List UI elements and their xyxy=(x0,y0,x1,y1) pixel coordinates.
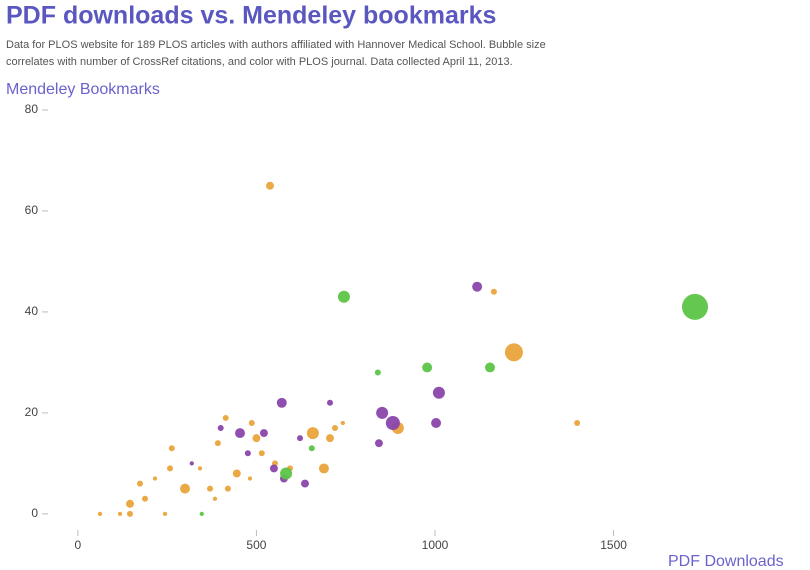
bubble xyxy=(385,415,400,431)
bubble xyxy=(297,435,303,442)
bubble xyxy=(472,281,483,292)
bubble xyxy=(301,479,309,488)
x-tick-label: 1500 xyxy=(600,538,627,552)
bubble xyxy=(504,343,523,362)
bubble xyxy=(224,485,231,492)
y-tick-label: 0 xyxy=(31,506,38,520)
bubble xyxy=(306,427,319,440)
bubble xyxy=(308,445,315,452)
x-tick-label: 500 xyxy=(246,538,266,552)
bubble xyxy=(376,406,389,419)
bubble xyxy=(337,290,350,303)
bubble xyxy=(485,362,495,373)
y-tick-label: 60 xyxy=(25,203,39,217)
bubble xyxy=(212,496,218,501)
bubble xyxy=(207,485,213,492)
bubble xyxy=(97,511,103,516)
bubble xyxy=(326,434,334,443)
bubble xyxy=(214,440,221,447)
bubble xyxy=(126,499,134,508)
bubble xyxy=(682,293,708,320)
bubble xyxy=(318,463,329,474)
bubble xyxy=(422,362,433,373)
bubble xyxy=(180,483,190,494)
bubble xyxy=(574,419,581,426)
bubble xyxy=(490,288,497,295)
bubble xyxy=(235,428,245,439)
bubble xyxy=(222,414,229,421)
bubble xyxy=(167,465,173,472)
chart-title: PDF downloads vs. Mendeley bookmarks xyxy=(6,2,496,30)
bubble xyxy=(340,420,345,426)
y-tick-label: 40 xyxy=(25,304,39,318)
y-tick-label: 20 xyxy=(25,405,39,419)
bubble xyxy=(142,495,148,502)
bubble xyxy=(432,386,445,399)
bubble xyxy=(232,469,241,478)
bubble xyxy=(327,399,333,406)
bubble xyxy=(247,476,253,481)
x-tick-label: 1000 xyxy=(422,538,449,552)
bubble xyxy=(431,418,442,428)
bubble xyxy=(280,467,293,480)
bubble xyxy=(252,434,261,443)
x-tick-label: 0 xyxy=(75,538,82,552)
y-axis-label: Mendeley Bookmarks xyxy=(6,81,160,98)
bubble xyxy=(162,511,168,516)
x-axis-label: PDF Downloads xyxy=(668,553,784,570)
bubble xyxy=(197,466,203,471)
subtitle: correlates with number of CrossRef citat… xyxy=(6,56,513,68)
bubble xyxy=(248,419,255,426)
bubble xyxy=(276,397,287,408)
bubble xyxy=(259,429,268,438)
bubble xyxy=(269,464,278,473)
bubble xyxy=(258,450,265,457)
bubble xyxy=(374,439,383,448)
bubble xyxy=(266,181,274,190)
bubble xyxy=(374,369,381,376)
bubble xyxy=(117,511,123,516)
bubble xyxy=(244,450,251,457)
bubble xyxy=(189,461,194,466)
bubble xyxy=(217,425,224,432)
bubble xyxy=(127,510,133,517)
bubble xyxy=(332,425,338,432)
subtitle: Data for PLOS website for 189 PLOS artic… xyxy=(6,39,546,51)
y-tick-label: 80 xyxy=(25,102,39,116)
bubble xyxy=(152,476,158,481)
bubble xyxy=(168,445,175,452)
bubble xyxy=(137,480,143,487)
bubble xyxy=(199,511,204,516)
